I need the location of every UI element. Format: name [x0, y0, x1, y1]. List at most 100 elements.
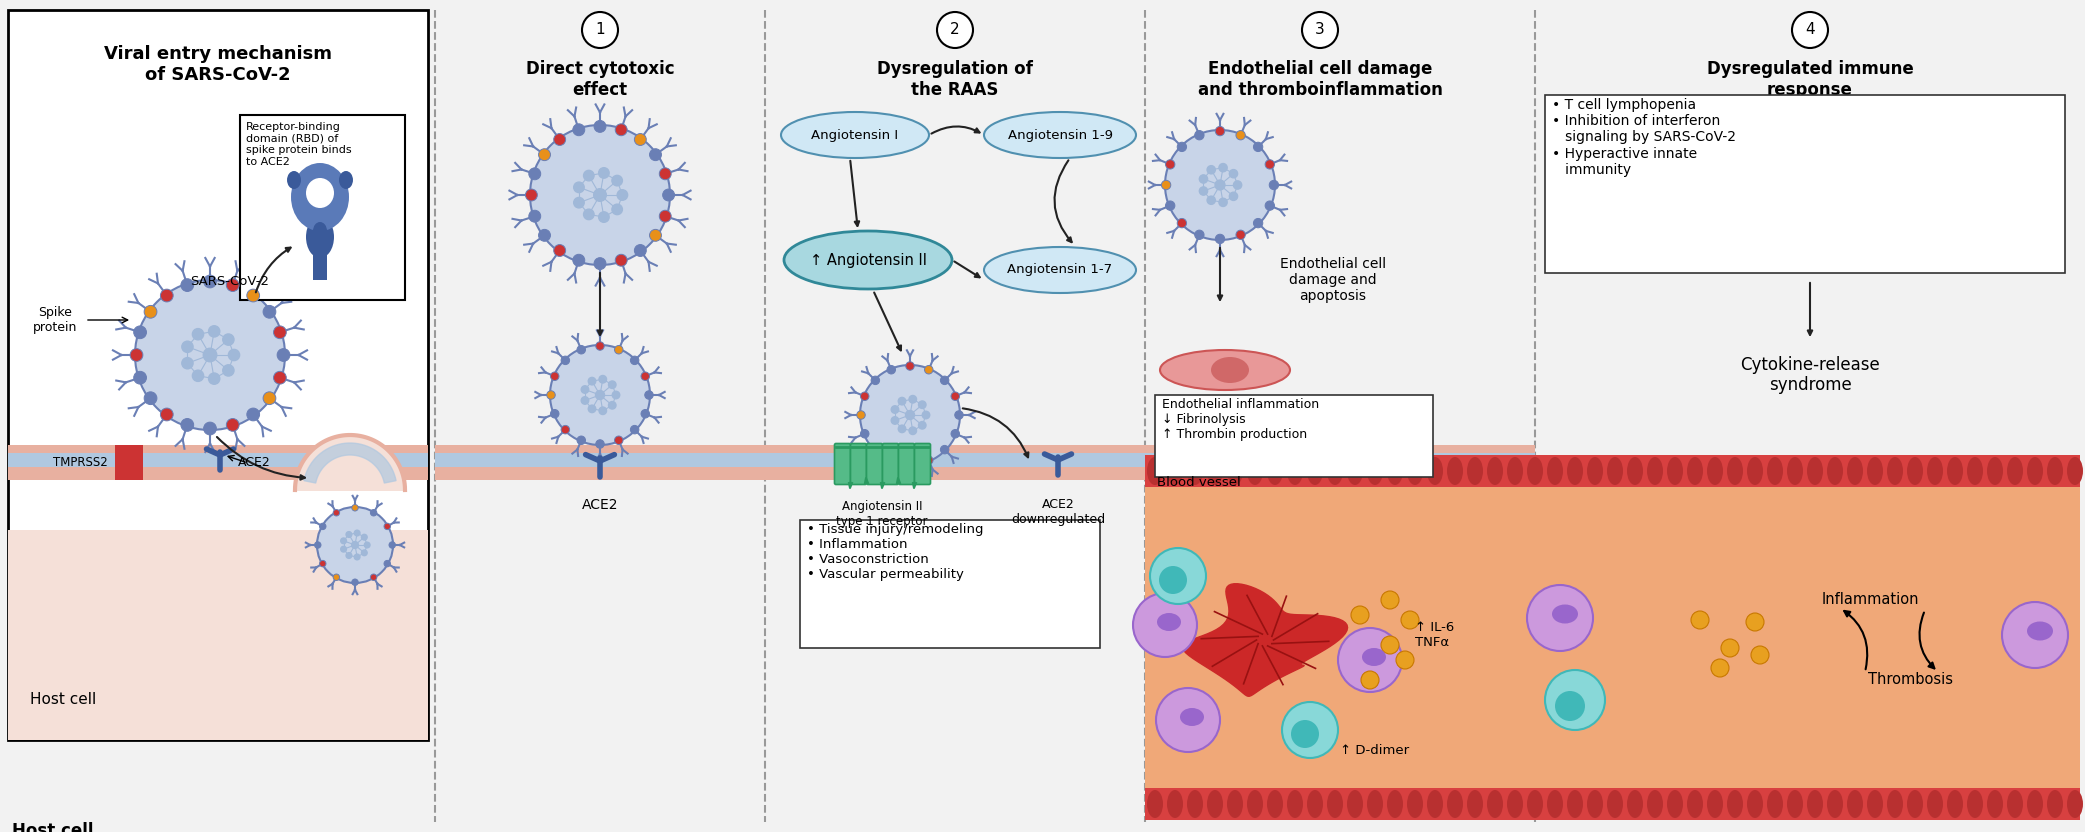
Ellipse shape — [1180, 708, 1203, 726]
Circle shape — [582, 386, 588, 394]
Circle shape — [582, 397, 588, 404]
Circle shape — [857, 411, 865, 419]
Circle shape — [384, 561, 390, 567]
Text: ↑ D-dimer: ↑ D-dimer — [1341, 744, 1409, 756]
Ellipse shape — [1268, 790, 1282, 818]
Text: Viral entry mechanism
of SARS-CoV-2: Viral entry mechanism of SARS-CoV-2 — [104, 45, 332, 84]
Circle shape — [1401, 611, 1420, 629]
Ellipse shape — [1668, 790, 1683, 818]
Ellipse shape — [1668, 457, 1683, 485]
Circle shape — [890, 406, 899, 414]
Circle shape — [1207, 196, 1216, 205]
Ellipse shape — [1286, 457, 1303, 485]
Bar — [8, 530, 427, 740]
Ellipse shape — [2027, 457, 2043, 485]
Circle shape — [609, 381, 615, 389]
Ellipse shape — [306, 178, 334, 208]
Circle shape — [555, 245, 565, 256]
Text: SARS-CoV-2: SARS-CoV-2 — [190, 275, 269, 288]
Bar — [8, 453, 427, 467]
Circle shape — [596, 390, 605, 399]
Circle shape — [905, 362, 913, 370]
Circle shape — [136, 280, 286, 430]
FancyBboxPatch shape — [915, 443, 930, 484]
Ellipse shape — [1708, 457, 1722, 485]
Bar — [8, 445, 427, 480]
FancyBboxPatch shape — [899, 443, 915, 484]
Circle shape — [227, 279, 240, 291]
Circle shape — [352, 579, 359, 586]
Ellipse shape — [1507, 790, 1522, 818]
Circle shape — [1178, 142, 1186, 151]
Ellipse shape — [1426, 790, 1443, 818]
Ellipse shape — [784, 231, 953, 289]
Circle shape — [659, 210, 671, 222]
Ellipse shape — [1307, 457, 1324, 485]
Circle shape — [611, 204, 623, 215]
Circle shape — [1166, 201, 1174, 210]
Circle shape — [909, 427, 917, 434]
FancyBboxPatch shape — [882, 443, 899, 484]
Ellipse shape — [1608, 790, 1622, 818]
Circle shape — [596, 342, 605, 350]
Circle shape — [1220, 198, 1228, 206]
Circle shape — [1555, 691, 1585, 721]
Text: ↑ Angiotensin II: ↑ Angiotensin II — [809, 252, 926, 268]
Circle shape — [922, 411, 930, 418]
Circle shape — [340, 547, 346, 552]
Bar — [1145, 455, 2081, 487]
Ellipse shape — [1847, 790, 1864, 818]
Ellipse shape — [1168, 790, 1182, 818]
Ellipse shape — [782, 112, 930, 158]
Circle shape — [1282, 702, 1339, 758]
Ellipse shape — [1157, 613, 1180, 631]
Ellipse shape — [2008, 790, 2022, 818]
Ellipse shape — [1387, 790, 1403, 818]
Circle shape — [181, 341, 194, 353]
Circle shape — [361, 550, 367, 556]
Ellipse shape — [1426, 457, 1443, 485]
Circle shape — [886, 365, 894, 374]
Text: 2: 2 — [951, 22, 959, 37]
Ellipse shape — [1347, 457, 1364, 485]
Circle shape — [530, 168, 540, 180]
Ellipse shape — [1826, 457, 1843, 485]
Circle shape — [1207, 166, 1216, 174]
Circle shape — [955, 411, 963, 419]
Text: Endothelial cell damage
and thromboinflammation: Endothelial cell damage and thromboinfla… — [1197, 60, 1443, 99]
Circle shape — [1195, 131, 1203, 140]
Ellipse shape — [1186, 457, 1203, 485]
Bar — [436, 445, 1535, 480]
Ellipse shape — [1186, 790, 1203, 818]
Ellipse shape — [1526, 457, 1543, 485]
Polygon shape — [1182, 584, 1347, 696]
Circle shape — [334, 574, 340, 581]
Circle shape — [546, 391, 555, 399]
Ellipse shape — [1568, 790, 1583, 818]
Ellipse shape — [1647, 457, 1664, 485]
Text: ACE2: ACE2 — [238, 457, 271, 469]
Ellipse shape — [1987, 457, 2004, 485]
Circle shape — [273, 326, 286, 339]
Polygon shape — [304, 443, 396, 483]
Circle shape — [227, 418, 240, 431]
Ellipse shape — [1626, 457, 1643, 485]
Ellipse shape — [1927, 457, 1943, 485]
Ellipse shape — [1551, 605, 1578, 623]
Ellipse shape — [1387, 457, 1403, 485]
Circle shape — [354, 530, 361, 536]
Ellipse shape — [2047, 457, 2062, 485]
Circle shape — [598, 212, 609, 222]
Circle shape — [550, 345, 651, 445]
Circle shape — [1216, 180, 1226, 190]
Circle shape — [1266, 201, 1274, 210]
Text: Thrombosis: Thrombosis — [1868, 672, 1952, 687]
Circle shape — [1712, 659, 1728, 677]
Text: Host cell: Host cell — [13, 822, 94, 832]
Circle shape — [208, 326, 219, 337]
Circle shape — [277, 349, 290, 361]
Ellipse shape — [1226, 457, 1243, 485]
Circle shape — [1362, 671, 1378, 689]
Circle shape — [390, 542, 396, 548]
Circle shape — [1195, 230, 1203, 240]
